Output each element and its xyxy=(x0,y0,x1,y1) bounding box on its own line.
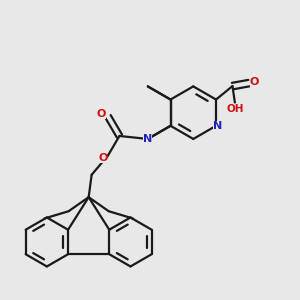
Text: N: N xyxy=(213,121,222,131)
Text: O: O xyxy=(250,76,259,87)
Text: N: N xyxy=(143,134,152,144)
Text: O: O xyxy=(97,109,106,119)
Text: O: O xyxy=(98,153,107,163)
Text: OH: OH xyxy=(226,104,244,114)
